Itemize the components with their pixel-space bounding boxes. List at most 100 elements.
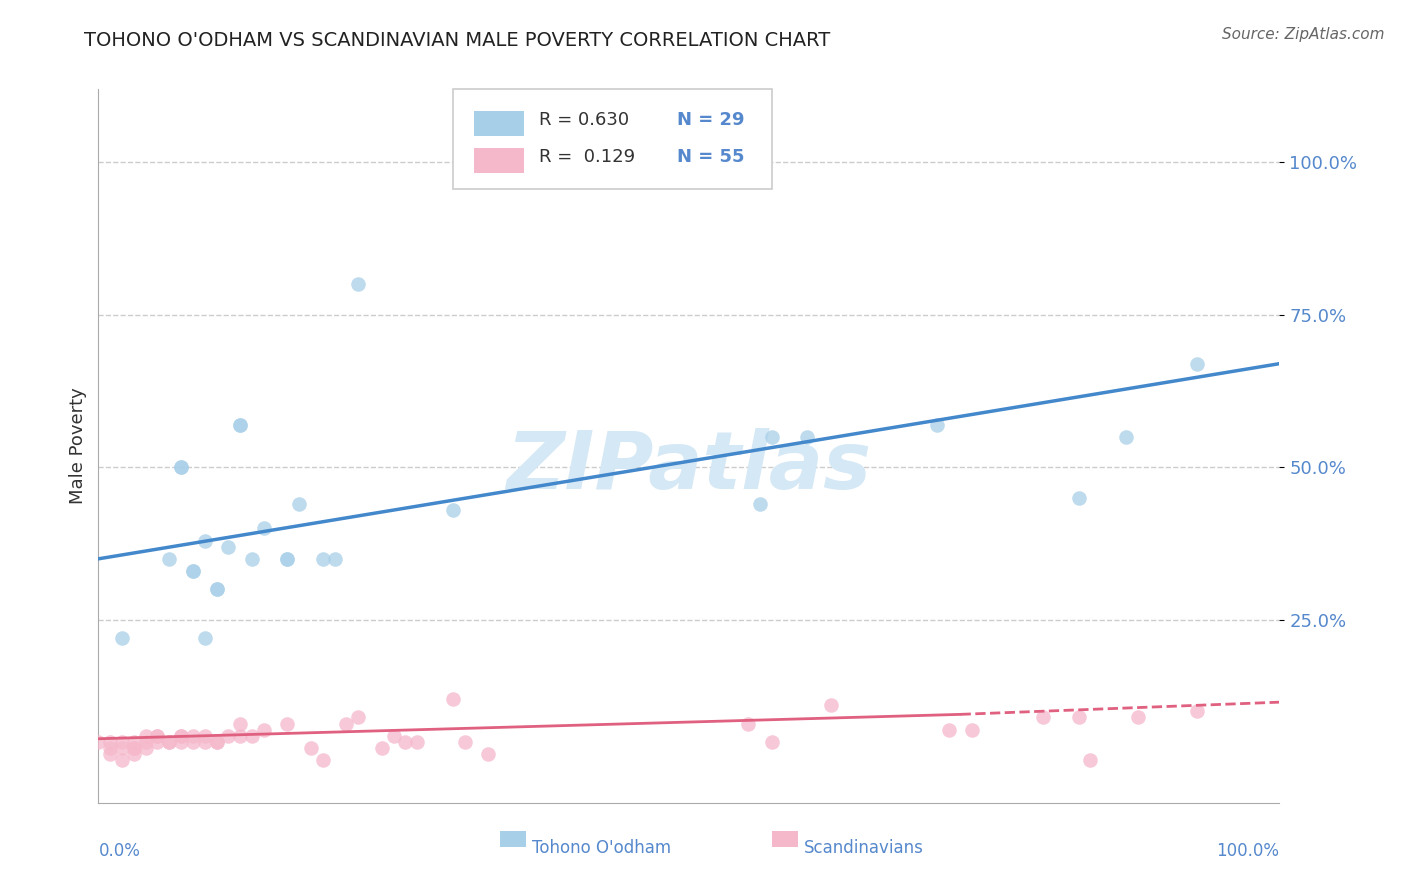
Point	[122, 740, 145, 755]
Point	[737, 716, 759, 731]
Point	[157, 735, 180, 749]
Point	[394, 735, 416, 749]
FancyBboxPatch shape	[501, 831, 526, 847]
Point	[1115, 430, 1137, 444]
Point	[217, 540, 239, 554]
Point	[347, 710, 370, 724]
Point	[157, 551, 180, 566]
Point	[135, 740, 157, 755]
Text: ZIPatlas: ZIPatlas	[506, 428, 872, 507]
Point	[194, 631, 217, 645]
Point	[796, 430, 818, 444]
Point	[205, 582, 228, 597]
Point	[761, 735, 783, 749]
FancyBboxPatch shape	[453, 89, 772, 189]
Point	[453, 735, 475, 749]
Point	[335, 716, 357, 731]
Text: Source: ZipAtlas.com: Source: ZipAtlas.com	[1222, 27, 1385, 42]
Point	[98, 740, 121, 755]
Text: R =  0.129: R = 0.129	[538, 148, 636, 166]
Point	[962, 723, 984, 737]
Point	[181, 729, 204, 743]
Point	[441, 692, 464, 706]
Point	[194, 533, 217, 548]
Point	[122, 747, 145, 761]
Point	[1032, 710, 1054, 724]
Text: N = 29: N = 29	[678, 111, 745, 128]
Point	[347, 277, 370, 292]
Point	[194, 735, 217, 749]
Text: TOHONO O'ODHAM VS SCANDINAVIAN MALE POVERTY CORRELATION CHART: TOHONO O'ODHAM VS SCANDINAVIAN MALE POVE…	[84, 31, 831, 50]
Point	[276, 716, 298, 731]
Point	[276, 551, 298, 566]
Point	[135, 735, 157, 749]
Point	[312, 753, 335, 767]
Point	[1067, 491, 1090, 505]
Point	[170, 729, 193, 743]
FancyBboxPatch shape	[772, 831, 797, 847]
Point	[748, 497, 770, 511]
FancyBboxPatch shape	[474, 111, 523, 136]
Point	[276, 551, 298, 566]
Point	[761, 430, 783, 444]
Point	[240, 551, 263, 566]
Text: Tohono O'odham: Tohono O'odham	[531, 839, 671, 857]
Text: 100.0%: 100.0%	[1216, 842, 1279, 860]
Text: R = 0.630: R = 0.630	[538, 111, 628, 128]
Point	[170, 460, 193, 475]
Point	[87, 735, 110, 749]
Point	[253, 723, 276, 737]
Point	[1067, 710, 1090, 724]
Point	[229, 417, 252, 432]
Point	[146, 729, 169, 743]
Point	[1185, 704, 1208, 718]
Point	[477, 747, 499, 761]
Point	[382, 729, 405, 743]
Point	[122, 740, 145, 755]
FancyBboxPatch shape	[474, 148, 523, 173]
Point	[111, 753, 134, 767]
Point	[217, 729, 239, 743]
Point	[122, 735, 145, 749]
Point	[181, 735, 204, 749]
Point	[205, 735, 228, 749]
Point	[925, 417, 948, 432]
Point	[253, 521, 276, 535]
Point	[1126, 710, 1149, 724]
Point	[1080, 753, 1102, 767]
Point	[229, 716, 252, 731]
Point	[299, 740, 322, 755]
Point	[111, 735, 134, 749]
Point	[205, 735, 228, 749]
Point	[323, 551, 346, 566]
Point	[441, 503, 464, 517]
Point	[146, 729, 169, 743]
Text: 0.0%: 0.0%	[98, 842, 141, 860]
Point	[181, 564, 204, 578]
Y-axis label: Male Poverty: Male Poverty	[69, 388, 87, 504]
Point	[111, 631, 134, 645]
Point	[170, 460, 193, 475]
Point	[1185, 357, 1208, 371]
Text: N = 55: N = 55	[678, 148, 745, 166]
Text: Scandinavians: Scandinavians	[803, 839, 924, 857]
Point	[371, 740, 394, 755]
Point	[135, 729, 157, 743]
Point	[240, 729, 263, 743]
Point	[406, 735, 429, 749]
Point	[194, 729, 217, 743]
Point	[98, 747, 121, 761]
Point	[205, 582, 228, 597]
Point	[288, 497, 311, 511]
Point	[181, 564, 204, 578]
Point	[146, 735, 169, 749]
Point	[170, 729, 193, 743]
Point	[157, 735, 180, 749]
Point	[229, 729, 252, 743]
Point	[111, 740, 134, 755]
Point	[170, 735, 193, 749]
Point	[820, 698, 842, 713]
Point	[938, 723, 960, 737]
Point	[312, 551, 335, 566]
Point	[229, 417, 252, 432]
